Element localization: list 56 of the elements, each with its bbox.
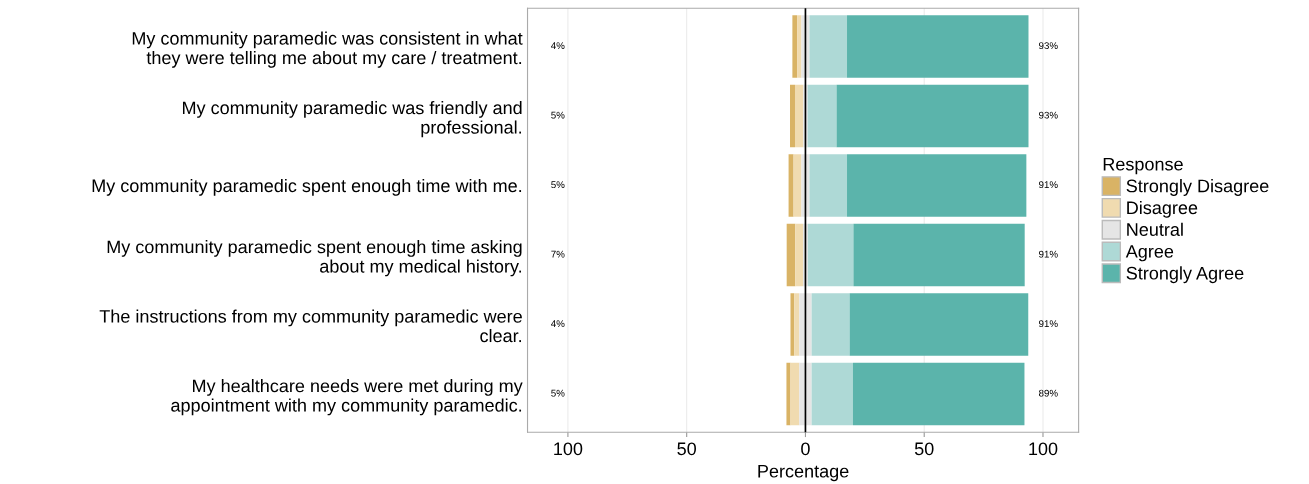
legend-label: Neutral [1127,222,1183,236]
bar [793,154,802,217]
bar [790,362,800,426]
legend-label: Strongly Agree [1126,266,1244,284]
bar [809,15,848,78]
bar [849,293,1029,356]
bar [853,223,1025,287]
bar [847,15,1029,78]
y-tick-label: The instructions from my community paramedic were clear. [99,309,522,343]
annotation: 4% [551,42,565,50]
annotation: 5% [551,111,565,119]
annotation: 93% [1039,111,1058,119]
x-tick-label: 50 [914,442,934,456]
legend-label: Strongly Disagree [1126,179,1269,196]
y-tick-label: My community paramedic was friendly and professional. [182,101,522,138]
annotation: 93% [1039,42,1058,50]
bar [795,84,804,148]
y-tick-label: My community paramedic spent enough time with me. [92,178,522,196]
bar [790,293,795,356]
bar [788,154,794,217]
y-tick-label: My community paramedic spent enough time asking about my medical history. [107,240,522,277]
bar [807,84,837,148]
bar [786,223,796,287]
bar [799,293,812,356]
bar [799,362,812,426]
bar [811,293,850,356]
annotation: 91% [1039,181,1058,189]
annotation: 4% [551,320,565,328]
x-tick-label: 100 [1029,442,1058,456]
bar [797,15,802,78]
bar [790,84,795,148]
bar [811,362,853,426]
bar [795,223,804,287]
legend-title: Response [1103,157,1183,175]
bar [786,362,791,426]
x-tick-label: 0 [801,442,810,456]
bar [794,293,800,356]
bar [807,223,854,287]
bar [847,154,1027,217]
bar [852,362,1025,426]
x-axis-title: Percentage [758,464,849,482]
annotation: 7% [551,250,565,258]
annotation: 89% [1039,389,1058,397]
x-tick-label: 100 [554,442,583,456]
legend-label: Agree [1125,245,1174,262]
y-tick-label: My community paramedic was consistent in what they were telling me about my care / treatment. [132,31,523,68]
bar [792,15,798,78]
x-tick-label: 50 [677,442,697,456]
y-tick-label: My healthcare needs were met during my appointment with my community paramedic. [171,379,523,416]
annotation: 91% [1039,320,1058,328]
bar [836,84,1029,148]
annotation: 91% [1039,250,1058,258]
annotation: 5% [551,181,565,189]
annotation: 5% [551,389,565,397]
legend-label: Disagree [1127,200,1198,218]
bar [809,154,848,217]
